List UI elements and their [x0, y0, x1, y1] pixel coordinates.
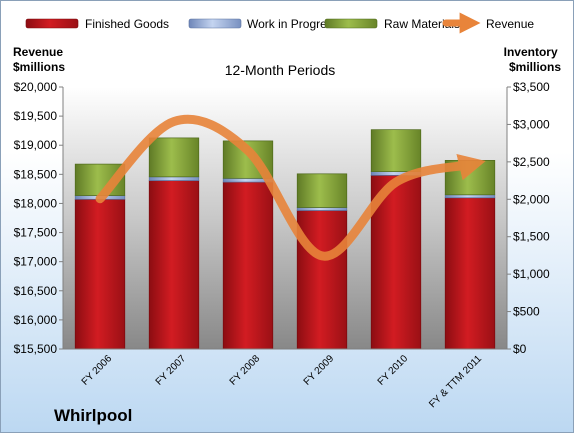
right-tick-label: $3,000	[513, 117, 550, 131]
right-tick-label: $500	[513, 305, 540, 319]
bar-work-in-progress	[444, 194, 496, 199]
category-label: FY 2009	[302, 353, 337, 388]
left-tick-label: $17,500	[14, 226, 58, 240]
left-axis-title-line-2: $millions	[13, 60, 65, 74]
bar-finished-goods	[74, 198, 126, 350]
left-axis-title: Revenue $millions	[13, 45, 66, 74]
category-label: FY 2010	[376, 353, 411, 388]
right-axis-title: Inventory $millions	[504, 45, 562, 74]
bar-work-in-progress	[296, 207, 348, 211]
left-tick-label: $19,500	[14, 109, 58, 123]
legend-swatch-raw-materials	[324, 18, 378, 29]
bar-finished-goods	[222, 181, 274, 350]
left-axis-title-line-1: Revenue	[13, 45, 63, 59]
bar-raw-materials	[296, 173, 348, 208]
revenue-line	[95, 114, 486, 261]
chart-subtitle: 12-Month Periods	[225, 62, 336, 78]
legend-label-finished-goods: Finished Goods	[85, 17, 169, 31]
bar-work-in-progress	[148, 176, 200, 181]
right-axis-title-line-1: Inventory	[504, 45, 558, 59]
legend-label-revenue: Revenue	[486, 17, 534, 31]
right-tick-label: $3,500	[513, 80, 550, 94]
bar-raw-materials	[148, 137, 200, 178]
left-tick-label: $18,000	[14, 196, 58, 210]
bar-finished-goods	[148, 180, 200, 350]
bar-raw-materials	[370, 129, 422, 172]
company-name: Whirlpool	[54, 406, 132, 425]
revenue-line-group	[95, 114, 486, 261]
right-tick-label: $0	[513, 342, 527, 356]
category-label: FY 2006	[80, 353, 115, 388]
left-tick-label: $15,500	[14, 342, 58, 356]
legend-label-raw-materials: Raw Materials	[384, 17, 460, 31]
left-tick-label: $19,000	[14, 138, 58, 152]
legend-swatch-work-in-progress	[188, 18, 242, 29]
category-label: FY 2007	[154, 353, 189, 388]
right-tick-label: $2,500	[513, 155, 550, 169]
legend-swatch-finished-goods	[25, 18, 79, 29]
left-tick-label: $17,000	[14, 255, 58, 269]
left-tick-label: $16,500	[14, 284, 58, 298]
right-tick-label: $1,000	[513, 267, 550, 281]
right-tick-labels: $0 $500 $1,000 $1,500 $2,000 $2,500 $3,000 $3,5…	[507, 80, 550, 356]
bars-group	[74, 129, 496, 350]
right-tick-label: $1,500	[513, 230, 550, 244]
right-axis-title-line-2: $millions	[509, 60, 561, 74]
left-tick-label: $16,000	[14, 313, 58, 327]
category-label: FY & TTM 2011	[427, 353, 484, 410]
bar-finished-goods	[444, 197, 496, 350]
right-tick-label: $2,000	[513, 192, 550, 206]
legend: Finished Goods Work in Progress Raw Mate…	[25, 12, 534, 34]
left-tick-labels: $15,500 $16,000 $16,500 $17,000 $17,500 $18,0…	[14, 80, 63, 356]
left-tick-label: $20,000	[14, 80, 58, 94]
category-label: FY 2008	[228, 353, 263, 388]
category-labels: FY 2006 FY 2007 FY 2008 FY 2009 FY 2010 FY & …	[80, 353, 485, 410]
left-tick-label: $18,500	[14, 167, 58, 181]
bar-finished-goods	[296, 210, 348, 350]
legend-label-work-in-progress: Work in Progress	[247, 17, 339, 31]
